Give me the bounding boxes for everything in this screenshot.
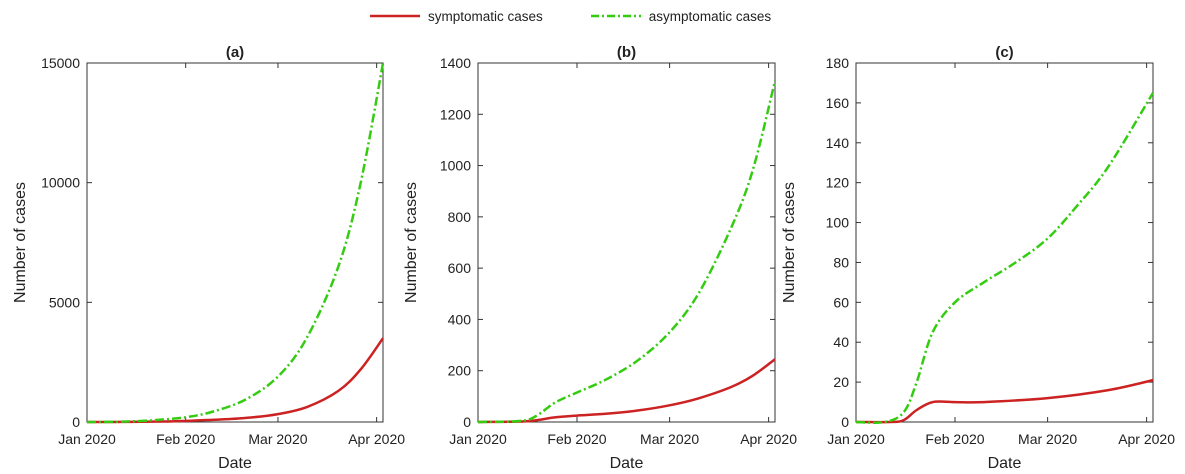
legend-label-asymptomatic: asymptomatic cases [648, 8, 772, 24]
panel-a-xtick-label: Feb 2020 [156, 431, 215, 447]
panel-c-xlabel: Date [988, 455, 1022, 472]
panel-c-ytick-label: 120 [826, 175, 850, 191]
legend-item-asymptomatic: asymptomatic cases [589, 9, 771, 24]
panel-b-xtick-label: Mar 2020 [640, 431, 699, 447]
panel-c-ytick-label: 140 [826, 135, 850, 151]
panel-b-xtick-label: Jan 2020 [449, 431, 507, 447]
panel-a-ytick-label: 10000 [41, 175, 80, 191]
panel-b-axes-box [477, 62, 776, 423]
panel-a-ytick-label: 5000 [49, 294, 80, 310]
panel-b-xtick-label: Apr 2020 [740, 431, 797, 447]
panel-c-ytick-label: 0 [841, 414, 849, 430]
panel-c: 0 20 40 60 80 100 120 140 160 180 Jan 2020 Feb 2020… [781, 44, 1175, 472]
panel-c-xtick-label: Apr 2020 [1118, 431, 1175, 447]
panel-b-ytick-label: 1400 [440, 55, 471, 71]
legend-label-symptomatic: symptomatic cases [428, 8, 543, 24]
panel-c-axes-box [855, 62, 1154, 423]
panel-b-ytick-label: 800 [448, 209, 472, 225]
panel-c-series-asymptomatic [855, 92, 1155, 424]
panel-c-ylabel: Number of cases [781, 182, 798, 303]
panel-a-ytick-label: 15000 [41, 55, 80, 71]
panel-b-xtick-label: Feb 2020 [547, 431, 606, 447]
panel-a-title: (a) [226, 44, 244, 61]
panel-a-series-asymptomatic [86, 62, 385, 424]
panel-a-xtick-label: Mar 2020 [248, 431, 307, 447]
panel-b-ytick-label: 1000 [440, 158, 471, 174]
panel-a-ytick-label: 0 [72, 414, 80, 430]
panel-c-ytick-label: 160 [826, 95, 850, 111]
panel-c-ytick-label: 60 [833, 294, 849, 310]
panel-c-ytick-label: 100 [826, 215, 850, 231]
panel-a-axes-box [86, 62, 384, 423]
chart-legend: symptomatic cases asymptomatic cases [368, 6, 817, 26]
panel-c-ytick-label: 180 [826, 55, 850, 71]
panel-a: 0 5000 10000 15000 Jan 2020 Feb 2020 Mar 2020 A… [12, 44, 405, 472]
legend-line-symptomatic [370, 14, 420, 18]
panel-b-series-symptomatic [477, 358, 776, 424]
panel-a-ylabel: Number of cases [12, 182, 29, 303]
panel-b-ytick-label: 1200 [440, 106, 471, 122]
panel-a-series-symptomatic [86, 337, 385, 424]
panel-c-title: (c) [995, 44, 1013, 61]
panel-b-ytick-label: 600 [448, 260, 472, 276]
legend-item-symptomatic: symptomatic cases [368, 9, 543, 24]
panel-b-title: (b) [617, 44, 636, 61]
panel-b-ytick-label: 0 [463, 414, 471, 430]
panel-c-ytick-label: 20 [833, 374, 849, 390]
panel-a-xtick-label: Apr 2020 [348, 431, 405, 447]
panel-b-xlabel: Date [610, 455, 644, 472]
panel-c-ytick-label: 40 [833, 334, 849, 350]
panel-b-ytick-label: 400 [448, 311, 472, 327]
panel-c-xtick-label: Mar 2020 [1018, 431, 1077, 447]
panel-a-xtick-label: Jan 2020 [58, 431, 116, 447]
panel-b-ytick-label: 200 [448, 363, 472, 379]
panel-b-series-asymptomatic [477, 80, 777, 424]
panel-b: 0 200 400 600 800 1000 1200 1400 Jan 2020 Feb 202… [403, 44, 797, 472]
panel-c-series-symptomatic [855, 378, 1154, 424]
panel-a-xlabel: Date [218, 455, 252, 472]
panel-c-xtick-label: Feb 2020 [925, 431, 984, 447]
panel-c-xtick-label: Jan 2020 [827, 431, 885, 447]
panel-c-ytick-label: 80 [833, 254, 849, 270]
panel-b-ylabel: Number of cases [403, 182, 420, 303]
